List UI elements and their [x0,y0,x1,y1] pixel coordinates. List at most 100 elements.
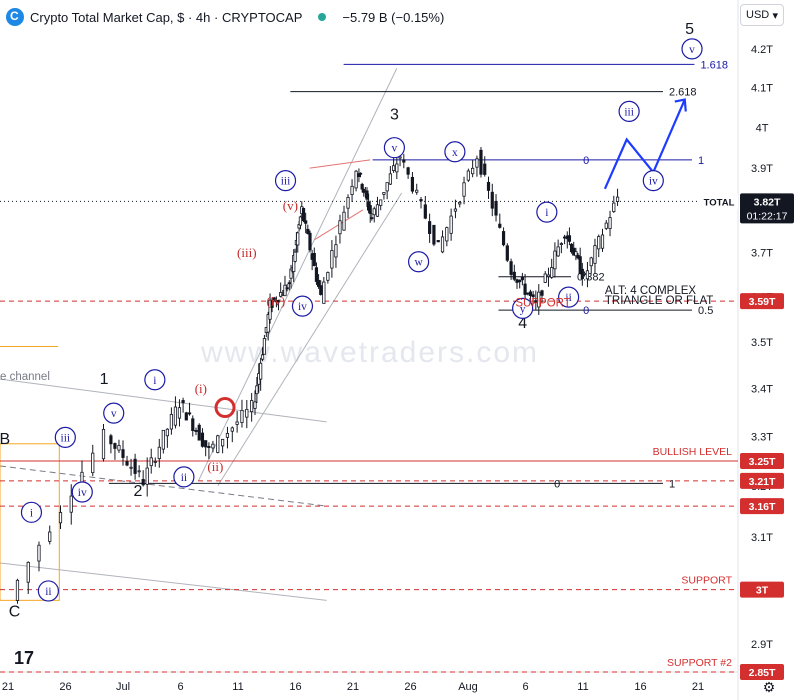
x-tick-label: Aug [458,681,478,693]
candle-body [216,435,220,453]
chevron-down-icon: ▾ [772,9,778,22]
chart-annotation: ALT: 4 COMPLEX [605,285,697,297]
wave-label: (v) [283,198,298,213]
current-symbol-bg [700,193,738,210]
price-tag-bg [740,498,784,515]
settings-gear-icon[interactable]: ⚙ [762,679,776,695]
wave-label: 5 [685,21,694,38]
candle-body [204,440,208,448]
candle-body [372,208,376,216]
wave-label-circle [54,426,76,448]
candle-body [191,418,195,431]
candle-body [453,208,458,212]
y-tick-label: 4.2T [751,44,773,56]
wave-label: B [0,431,10,448]
candle-body [293,251,297,262]
wave-label-circle [383,137,406,159]
candle-body [113,443,117,449]
candle-body [585,270,590,280]
y-tick-label: 3.5T [751,337,773,349]
candle-body [379,199,383,206]
candle-body [285,287,289,290]
candle-body [388,173,392,185]
x-tick-label: 6 [177,681,183,693]
wave-label: v [689,44,695,56]
wave-label: (i) [195,381,207,396]
candle-body [211,443,215,449]
candle-body [556,246,560,257]
candle-body [354,170,358,189]
candle-body [471,167,475,175]
y-tick-label: 3.7T [751,248,773,260]
candle-body [283,284,287,297]
candle-body [326,272,330,281]
candle-body [225,432,230,438]
currency-selector[interactable]: USD ▾ [740,4,784,26]
candle-body [296,232,300,246]
wave-label: iv [298,301,307,313]
candle-body [173,406,178,426]
candle-body [582,272,587,275]
price-change: −5.79 B (−0.15%) [342,9,445,25]
candle-body [308,232,312,251]
wave-label: ii [45,586,51,598]
candle-body [149,457,153,467]
candle-body [440,236,445,253]
channel-line-left [0,378,327,423]
current-price-tag-bg [740,193,794,224]
wave-label: ii [565,292,571,304]
tradingview-logo-icon: 17 [14,648,34,668]
channel-line-upper [197,68,398,482]
current-symbol-label: TOTAL [704,197,735,208]
wave-label-circle [536,201,558,223]
wave-label: C [9,604,21,621]
candle-body [298,216,303,226]
candle-body [490,191,494,209]
fib-level-label: 2.618 [669,87,697,99]
watermark-text: www.wavetraders.com [200,336,539,369]
x-tick-label: 21 [347,681,359,693]
wave-label-circle [274,170,297,192]
price-tag-label: 3.16T [749,501,776,513]
candle-body [240,409,244,423]
candle-body [346,197,350,209]
wave-label-circle [144,369,166,391]
candle-body [593,245,597,264]
candle-body [358,172,363,175]
wave-label-circle [103,402,125,424]
candle-body [423,204,427,219]
candle-body [330,250,334,269]
candle-body [272,297,276,301]
candle-body [550,267,554,278]
candle-body [262,338,267,355]
candle-body [537,291,541,308]
price-tag-bg [740,472,784,489]
candle-body [398,156,402,159]
price-tag-label: 3.21T [749,476,776,488]
fib-level-label: 1.618 [700,59,728,71]
y-tick-label: 2.9T [751,639,773,651]
candle-body [129,466,133,469]
wave-label: 4 [518,315,527,332]
wave-label: 2 [133,483,142,500]
candle-body [445,227,449,242]
market-status-icon [318,13,327,21]
channel-line-bottom [0,562,327,601]
fib-level-label: 0 [583,305,589,317]
candle-body [608,217,612,229]
candle-body [600,234,605,249]
chart-annotation: SUPPORT [515,298,570,310]
candle-body [184,412,188,421]
candle-body [137,470,141,473]
candle-body [322,281,326,304]
fib-level-label: 1 [669,478,675,490]
chart-title[interactable]: Crypto Total Market Cap, $ · 4h · CRYPTO… [30,9,303,25]
candle-body [301,208,306,222]
candle-body [153,461,157,463]
candle-body [597,236,601,250]
currency-label: USD [746,9,770,21]
candle-body [268,299,272,320]
candle-body [432,224,436,245]
candle-body [402,159,406,163]
